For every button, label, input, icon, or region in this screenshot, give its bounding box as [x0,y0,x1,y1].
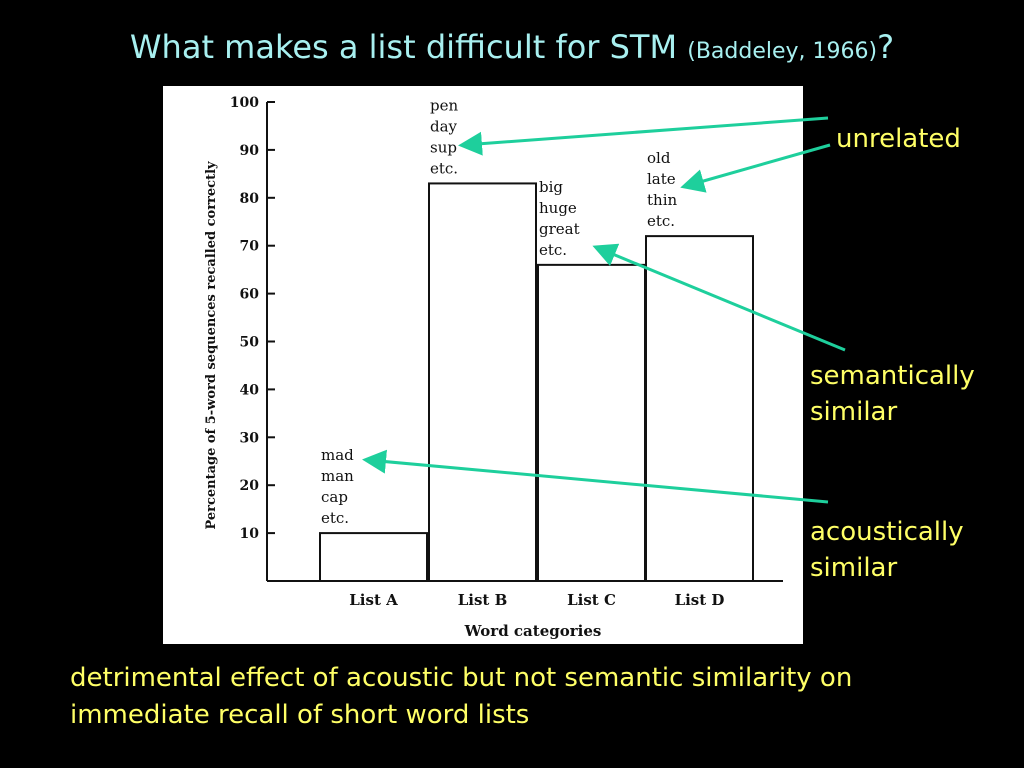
y-tick-label: 60 [240,287,260,303]
y-axis-label: Percentage of 5-word sequences recalled … [204,161,219,530]
title-suffix: ? [877,28,895,66]
chart-panel: 10 20 30 40 50 60 70 80 90 100 Percentage of 5-wor… [163,86,803,644]
y-tick-label: 100 [230,95,259,111]
slide-title: What makes a list difficult for STM (Bad… [0,28,1024,66]
word-example-label: day [430,117,458,135]
word-example-label: great [539,220,580,238]
callout-acoustic-line2: similar [810,553,898,583]
word-example-label: etc. [321,509,349,527]
callout-acoustic-line1: acoustically [810,517,964,547]
conclusion-line1: detrimental effect of acoustic but not s… [70,663,853,693]
bar-list-b [428,182,537,583]
callout-semantic: semantically similar [810,358,975,430]
word-example-label: late [647,170,676,188]
title-citation: (Baddeley, 1966) [687,39,878,64]
word-example-label: etc. [647,212,675,230]
word-example-label: cap [321,488,348,506]
word-example-label: big [539,178,563,196]
word-example-label: etc. [539,241,567,259]
x-tick-label: List C [567,591,616,609]
word-example-label: thin [647,191,677,209]
callout-semantic-line1: semantically [810,361,975,391]
x-axis-label: Word categories [464,622,602,640]
word-example-label: huge [539,199,577,217]
conclusion-text: detrimental effect of acoustic but not s… [70,660,1010,734]
word-example-label: man [321,467,354,485]
word-example-label: mad [321,446,354,464]
y-tick-label: 70 [240,239,260,255]
callout-semantic-line2: similar [810,397,898,427]
word-example-label: pen [430,96,458,114]
word-example-label: sup [430,138,457,156]
conclusion-line2: immediate recall of short word lists [70,700,530,730]
word-example-label: etc. [430,159,458,177]
y-tick-label: 90 [240,143,260,159]
bar-list-d [645,235,754,582]
y-tick-label: 80 [240,191,260,207]
title-main: What makes a list difficult for STM [129,28,688,66]
x-tick-label: List A [349,591,398,609]
bar-list-c [537,263,646,583]
y-tick-label: 30 [240,430,260,446]
word-example-label: old [647,149,671,167]
callout-unrelated-label: unrelated [836,124,961,154]
bar-chart: 10 20 30 40 50 60 70 80 90 100 Percentage of 5-wor… [204,95,783,640]
callout-acoustic: acoustically similar [810,514,964,586]
x-tick-label: List D [675,591,725,609]
x-tick-label: List B [458,591,508,609]
y-tick-label: 20 [240,478,260,494]
bar-list-a [319,532,428,583]
y-tick-label: 50 [240,335,260,351]
callout-unrelated: unrelated [836,121,961,157]
y-tick-label: 40 [240,382,260,398]
y-tick-label: 10 [240,526,260,542]
